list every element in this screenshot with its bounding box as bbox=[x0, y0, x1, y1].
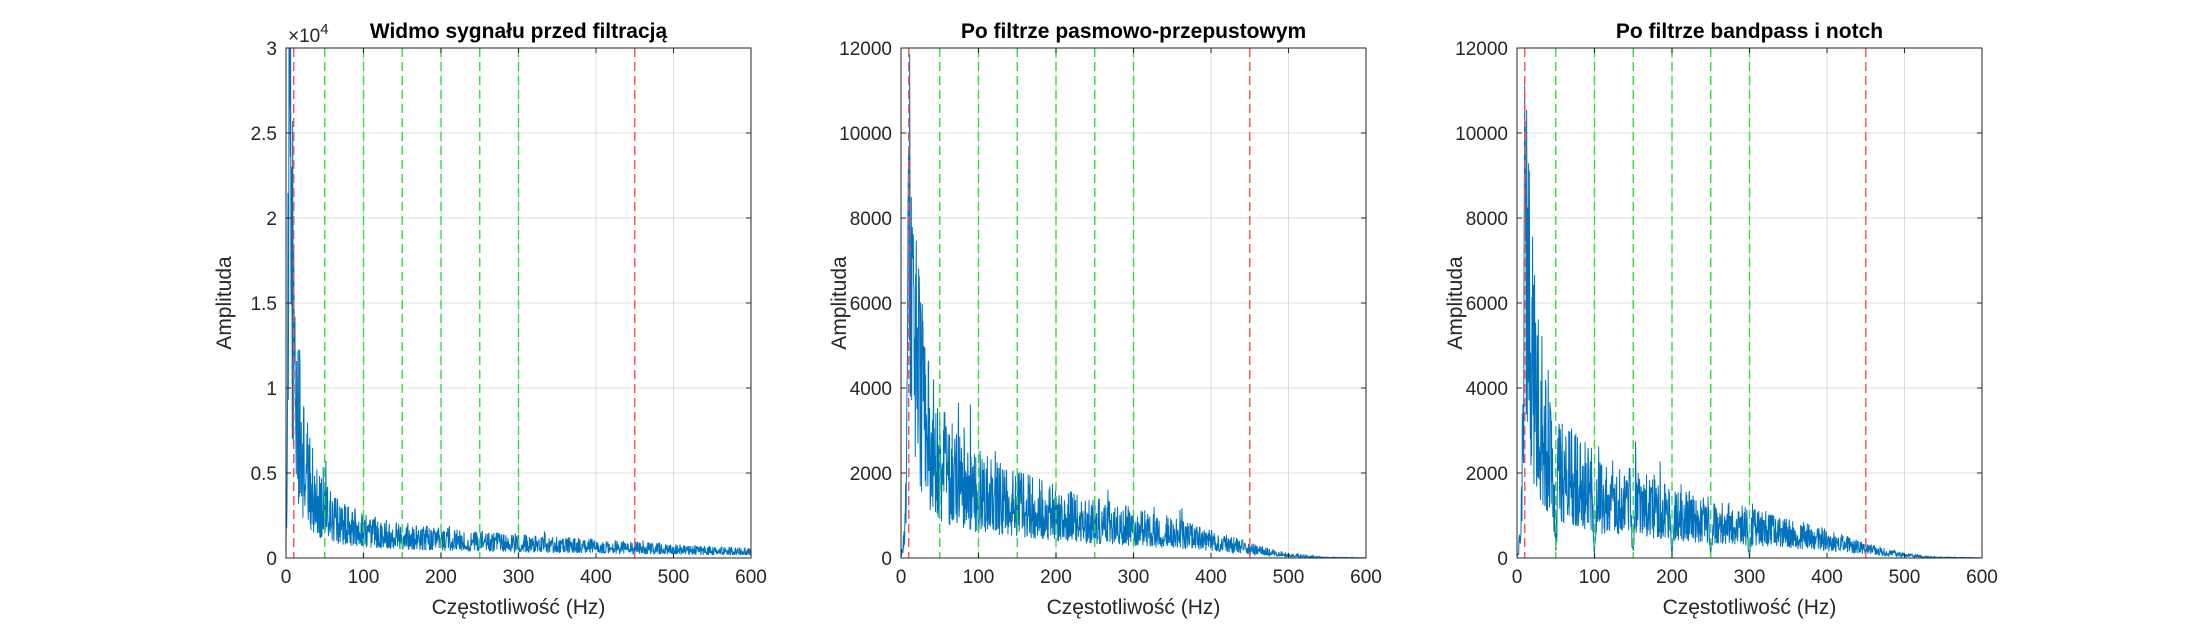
y-tick-label: 8000 bbox=[1466, 209, 1508, 230]
x-tick-label: 600 bbox=[1966, 567, 1998, 588]
chart-title: Widmo sygnału przed filtracją bbox=[370, 20, 668, 43]
y-tick-label: 2000 bbox=[850, 464, 892, 485]
y-tick-label: 0 bbox=[881, 549, 892, 570]
ticks: 0 100 200 300 400 500 600020004000600080001000… bbox=[839, 39, 1382, 588]
y-tick-label: 6000 bbox=[850, 294, 892, 315]
x-tick-label: 200 bbox=[1040, 567, 1072, 588]
x-tick-label: 200 bbox=[425, 567, 457, 588]
spectrum-series-line bbox=[285, 47, 752, 559]
reference-lines bbox=[908, 48, 1251, 558]
y-tick-label: 12000 bbox=[839, 39, 892, 60]
y-axis-label: Amplituda bbox=[213, 256, 236, 350]
y-tick-label: 6000 bbox=[1466, 294, 1508, 315]
y-tick-label: 2000 bbox=[1466, 464, 1508, 485]
ticks: 0 100 200 300 400 500 600 0 0.5 1 1.5 2 2.5 3 bbox=[251, 39, 767, 588]
y-tick-label: 2 bbox=[266, 209, 277, 230]
y-tick-label: 3 bbox=[266, 39, 277, 60]
y-tick-label: 4000 bbox=[850, 379, 892, 400]
x-tick-label: 600 bbox=[1350, 567, 1382, 588]
y-exponent-label: ×104 bbox=[288, 21, 329, 47]
x-axis-label: Częstotliwość (Hz) bbox=[432, 596, 606, 619]
reference-lines bbox=[293, 48, 636, 558]
x-axis-label: Częstotliwość (Hz) bbox=[1047, 596, 1221, 619]
y-tick-label: 1 bbox=[266, 379, 277, 400]
y-tick-label: 1.5 bbox=[251, 294, 277, 315]
x-tick-label: 100 bbox=[348, 567, 380, 588]
y-tick-label: 0 bbox=[1497, 549, 1508, 570]
x-axis-label: Częstotliwość (Hz) bbox=[1663, 596, 1837, 619]
x-tick-label: 0 bbox=[896, 567, 907, 588]
x-tick-label: 400 bbox=[1811, 567, 1843, 588]
x-tick-label: 400 bbox=[1195, 567, 1227, 588]
y-axis-label: Amplituda bbox=[1444, 256, 1467, 350]
x-tick-label: 500 bbox=[1273, 567, 1305, 588]
ticks: 0 100 200 300 400 500 600020004000600080001000… bbox=[1455, 39, 1998, 588]
y-tick-label: 10000 bbox=[1455, 124, 1508, 145]
y-tick-label: 2.5 bbox=[251, 124, 277, 145]
chart-panel-3: 0 100 200 300 400 500 600020004000600080001000… bbox=[1444, 20, 1998, 619]
y-tick-label: 0.5 bbox=[251, 464, 277, 485]
y-tick-label: 4000 bbox=[1466, 379, 1508, 400]
reference-lines bbox=[1524, 48, 1867, 558]
x-tick-label: 100 bbox=[1579, 567, 1611, 588]
x-tick-label: 200 bbox=[1656, 567, 1688, 588]
y-axis-label: Amplituda bbox=[828, 256, 851, 350]
y-tick-label: 10000 bbox=[839, 124, 892, 145]
y-tick-label: 8000 bbox=[850, 209, 892, 230]
x-tick-label: 300 bbox=[1734, 567, 1766, 588]
x-tick-label: 600 bbox=[735, 567, 767, 588]
x-tick-label: 500 bbox=[1889, 567, 1921, 588]
x-tick-label: 0 bbox=[1512, 567, 1523, 588]
y-tick-label: 0 bbox=[266, 549, 277, 570]
y-tick-label: 12000 bbox=[1455, 39, 1508, 60]
x-tick-label: 300 bbox=[503, 567, 535, 588]
chart-title: Po filtrze pasmowo-przepustowym bbox=[961, 20, 1306, 43]
x-tick-label: 400 bbox=[580, 567, 612, 588]
x-tick-label: 300 bbox=[1118, 567, 1150, 588]
chart-panel-1: 0 100 200 300 400 500 600 0 0.5 1 1.5 2 2.5 3 ×104 Widm… bbox=[213, 20, 767, 619]
x-tick-label: 0 bbox=[281, 567, 292, 588]
x-tick-label: 100 bbox=[963, 567, 995, 588]
x-tick-label: 500 bbox=[658, 567, 690, 588]
chart-title: Po filtrze bandpass i notch bbox=[1616, 20, 1883, 43]
chart-panel-2: 0 100 200 300 400 500 600020004000600080001000… bbox=[828, 20, 1382, 619]
